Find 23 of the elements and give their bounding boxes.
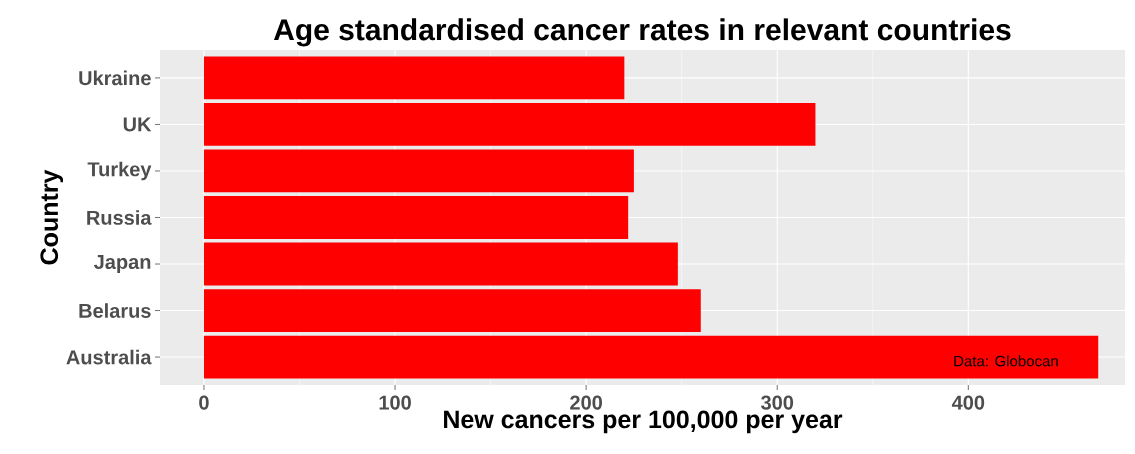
annotation: Data: Globocan — [954, 355, 1058, 367]
x-tick-label: 100 — [379, 395, 411, 410]
chart-title: Age standardised cancer rates in relevant countries — [273, 18, 1011, 47]
y-tick-label: Japan — [93, 255, 151, 273]
x-tick-label: 0 — [199, 395, 209, 410]
bar — [203, 56, 625, 100]
bar — [203, 242, 678, 286]
x-axis-title: New cancers per 100,000 per year — [444, 410, 843, 434]
bar — [203, 196, 629, 239]
y-tick-label: Australia — [66, 349, 152, 365]
bar — [203, 289, 701, 332]
y-tick-label: Turkey — [87, 161, 152, 181]
y-tick-label: UK — [123, 117, 152, 132]
y-tick-label: Ukraine — [79, 70, 151, 86]
y-tick-label: Russia — [87, 210, 152, 225]
bar — [203, 335, 1099, 379]
x-tick-label: 200 — [570, 395, 602, 410]
x-tick-label: 400 — [951, 395, 985, 410]
bar — [203, 149, 634, 193]
bar — [203, 103, 816, 146]
y-axis-title: Country — [40, 169, 64, 265]
x-tick-label: 300 — [760, 395, 794, 410]
y-tick-label: Belarus — [79, 303, 151, 318]
